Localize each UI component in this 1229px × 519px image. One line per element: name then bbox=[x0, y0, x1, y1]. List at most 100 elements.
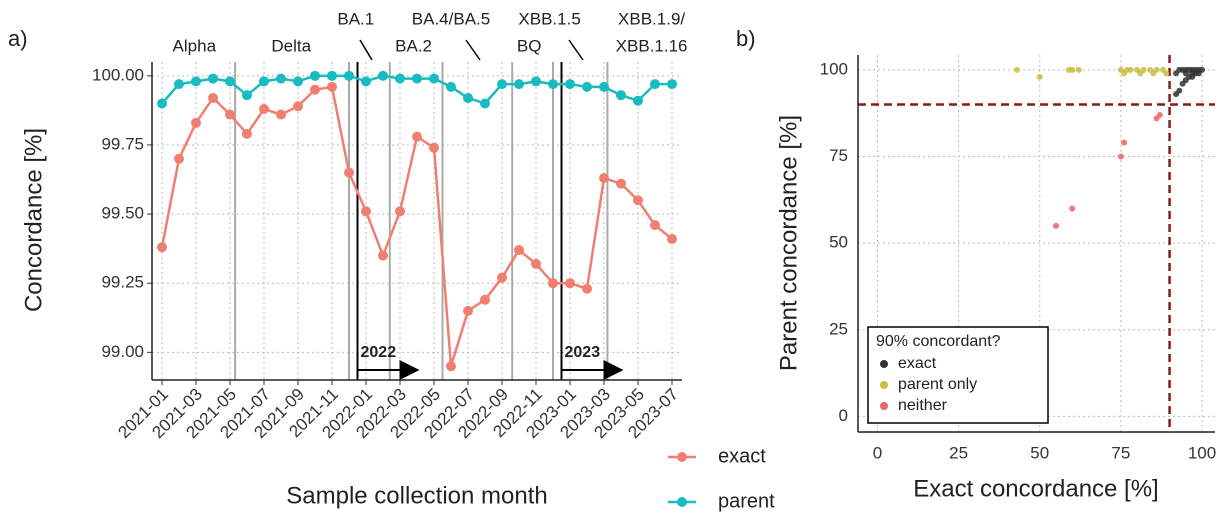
y-tick-label: 50 bbox=[829, 233, 848, 252]
data-point bbox=[429, 73, 439, 84]
data-point bbox=[191, 76, 201, 87]
y-tick-label: 100.00 bbox=[92, 65, 144, 84]
data-point bbox=[225, 76, 235, 87]
data-point bbox=[429, 142, 439, 153]
legend-label: parent bbox=[718, 490, 775, 512]
legend-label: exact bbox=[898, 355, 937, 372]
data-point bbox=[157, 98, 167, 109]
legend-swatch bbox=[880, 360, 888, 368]
variant-label: XBB.1.9/ bbox=[618, 9, 685, 28]
data-point bbox=[565, 278, 575, 289]
variant-label: XBB.1.5 bbox=[518, 9, 580, 28]
variant-label: Alpha bbox=[173, 36, 217, 55]
data-point bbox=[208, 73, 218, 84]
data-point bbox=[395, 73, 405, 84]
variant-pointer bbox=[359, 39, 373, 61]
data-point bbox=[174, 79, 184, 90]
data-point bbox=[1176, 87, 1183, 94]
data-point bbox=[446, 81, 456, 92]
data-point bbox=[1163, 70, 1170, 77]
data-point bbox=[1140, 66, 1147, 73]
data-point bbox=[378, 70, 388, 81]
data-point bbox=[446, 361, 456, 372]
data-point bbox=[548, 278, 558, 289]
data-point bbox=[1069, 205, 1076, 212]
data-point bbox=[1075, 66, 1082, 73]
legend-swatch bbox=[880, 381, 888, 389]
data-point bbox=[616, 90, 626, 101]
data-point bbox=[650, 79, 660, 90]
data-point bbox=[565, 79, 575, 90]
y-tick-label: 99.50 bbox=[101, 204, 144, 223]
y-axis-title: Parent concordance [%] bbox=[775, 115, 802, 371]
data-point bbox=[463, 305, 473, 316]
data-point bbox=[1014, 66, 1021, 73]
legend-box bbox=[867, 326, 1049, 424]
variant-label: Delta bbox=[271, 36, 311, 55]
y-tick-label: 99.00 bbox=[101, 342, 144, 361]
data-point bbox=[497, 79, 507, 90]
data-point bbox=[259, 104, 269, 115]
data-point bbox=[599, 173, 609, 184]
series-line bbox=[160, 85, 673, 367]
data-point bbox=[208, 92, 218, 103]
data-point bbox=[344, 167, 354, 178]
data-point bbox=[633, 195, 643, 206]
data-point bbox=[480, 98, 490, 109]
legend-title: 90% concordant? bbox=[876, 333, 1001, 350]
y-tick-label: 25 bbox=[829, 319, 848, 338]
data-point bbox=[531, 76, 541, 87]
y-tick-label: 75 bbox=[829, 146, 848, 165]
data-point bbox=[1153, 66, 1160, 73]
data-point bbox=[1036, 73, 1043, 80]
data-point bbox=[310, 70, 320, 81]
x-axis-title: Sample collection month bbox=[286, 482, 547, 509]
y-tick-label: 100 bbox=[820, 59, 848, 78]
data-point bbox=[599, 81, 609, 92]
y-tick-label: 99.75 bbox=[101, 134, 144, 153]
data-point bbox=[463, 92, 473, 103]
data-point bbox=[310, 84, 320, 95]
variant-pointer bbox=[568, 39, 584, 61]
data-point bbox=[633, 95, 643, 106]
data-point bbox=[667, 233, 677, 244]
data-point bbox=[514, 245, 524, 256]
data-point bbox=[242, 90, 252, 101]
data-point bbox=[293, 101, 303, 112]
x-tick-label: 0 bbox=[873, 443, 882, 462]
data-point bbox=[548, 79, 558, 90]
variant-label: XBB.1.16 bbox=[616, 36, 688, 55]
data-point bbox=[497, 272, 507, 283]
variant-label: BA.2 bbox=[395, 36, 432, 55]
data-point bbox=[327, 70, 337, 81]
data-point bbox=[514, 79, 524, 90]
variant-label: BQ bbox=[517, 36, 542, 55]
legend-swatch bbox=[677, 497, 687, 507]
x-tick-label: 25 bbox=[949, 443, 968, 462]
variant-pointer bbox=[465, 39, 481, 61]
data-point bbox=[1192, 70, 1199, 77]
legend-label: parent only bbox=[898, 376, 977, 393]
data-point bbox=[667, 79, 677, 90]
data-point bbox=[327, 81, 337, 92]
data-point bbox=[1176, 66, 1183, 73]
data-point bbox=[293, 76, 303, 87]
data-point bbox=[1069, 66, 1076, 73]
data-point bbox=[191, 117, 201, 128]
data-point bbox=[276, 109, 286, 120]
legend-label: neither bbox=[898, 397, 948, 414]
y-axis-title: Concordance [%] bbox=[20, 128, 47, 312]
data-point bbox=[616, 178, 626, 189]
data-point bbox=[412, 131, 422, 142]
legend-swatch bbox=[677, 452, 687, 462]
legend-label: exact bbox=[718, 445, 766, 467]
data-point bbox=[276, 73, 286, 84]
data-point bbox=[174, 153, 184, 164]
data-point bbox=[1052, 222, 1059, 229]
x-tick-label: 75 bbox=[1111, 443, 1130, 462]
data-point bbox=[650, 220, 660, 231]
data-point bbox=[531, 258, 541, 269]
data-point bbox=[1182, 70, 1189, 77]
y-tick-label: 0 bbox=[839, 406, 848, 425]
